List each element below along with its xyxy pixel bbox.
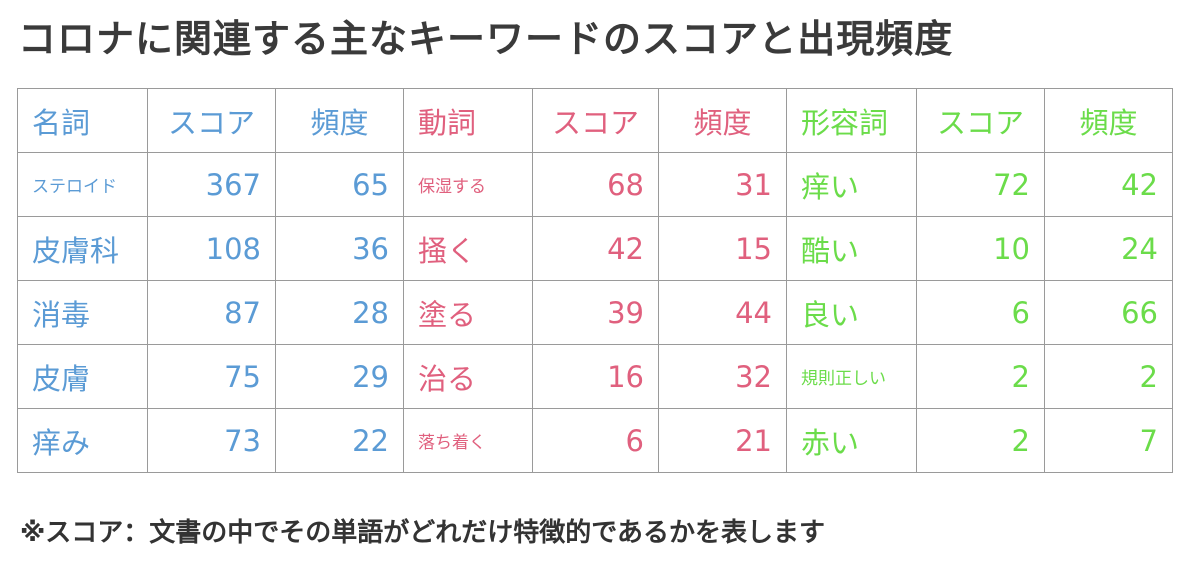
keyword-cell: 酷い	[786, 216, 917, 281]
keyword-cell: 赤い	[786, 408, 917, 473]
column-header: 形容詞	[786, 88, 917, 153]
keyword-cell: 良い	[786, 280, 917, 345]
score-cell: 367	[147, 152, 276, 217]
column-header: 頻度	[275, 88, 404, 153]
keyword-table: 名詞 スコア 頻度 動詞 スコア 頻度 形容詞 スコア 頻度 ステロイド 367 65 保湿する 68 31…	[17, 88, 1173, 473]
frequency-cell: 2	[1044, 344, 1173, 409]
keyword-cell: 規則正しい	[786, 344, 917, 409]
score-cell: 2	[916, 408, 1045, 473]
keyword-cell: 皮膚	[17, 344, 148, 409]
column-header: スコア	[532, 88, 659, 153]
score-cell: 72	[916, 152, 1045, 217]
table-row: 消毒 87 28 塗る 39 44 良い 6 66	[17, 280, 1173, 345]
keyword-cell: 落ち着く	[403, 408, 533, 473]
column-header: 頻度	[1044, 88, 1173, 153]
frequency-cell: 22	[275, 408, 404, 473]
keyword-cell: 痒い	[786, 152, 917, 217]
score-cell: 10	[916, 216, 1045, 281]
table-row: 痒み 73 22 落ち着く 6 21 赤い 2 7	[17, 408, 1173, 473]
frequency-cell: 65	[275, 152, 404, 217]
frequency-cell: 7	[1044, 408, 1173, 473]
score-cell: 108	[147, 216, 276, 281]
frequency-cell: 15	[658, 216, 787, 281]
score-cell: 16	[532, 344, 659, 409]
keyword-cell: 消毒	[17, 280, 148, 345]
score-cell: 73	[147, 408, 276, 473]
frequency-cell: 32	[658, 344, 787, 409]
score-cell: 68	[532, 152, 659, 217]
score-cell: 42	[532, 216, 659, 281]
frequency-cell: 44	[658, 280, 787, 345]
keyword-cell: 塗る	[403, 280, 533, 345]
score-cell: 6	[916, 280, 1045, 345]
page-title: コロナに関連する主なキーワードのスコアと出現頻度	[18, 17, 954, 61]
header-row: 名詞 スコア 頻度 動詞 スコア 頻度 形容詞 スコア 頻度	[17, 88, 1173, 153]
table-row: 皮膚科 108 36 掻く 42 15 酷い 10 24	[17, 216, 1173, 281]
column-header: 動詞	[403, 88, 533, 153]
footnote: ※スコア：文書の中でその単語がどれだけ特徴的であるかを表します	[20, 518, 826, 548]
keyword-table-body: 名詞 スコア 頻度 動詞 スコア 頻度 形容詞 スコア 頻度 ステロイド 367 65 保湿する 68 31…	[17, 88, 1173, 473]
table-row: ステロイド 367 65 保湿する 68 31 痒い 72 42	[17, 152, 1173, 217]
column-header: スコア	[147, 88, 276, 153]
keyword-cell: 痒み	[17, 408, 148, 473]
score-cell: 2	[916, 344, 1045, 409]
keyword-cell: ステロイド	[17, 152, 148, 217]
frequency-cell: 21	[658, 408, 787, 473]
column-header: スコア	[916, 88, 1045, 153]
frequency-cell: 28	[275, 280, 404, 345]
frequency-cell: 31	[658, 152, 787, 217]
frequency-cell: 29	[275, 344, 404, 409]
keyword-cell: 掻く	[403, 216, 533, 281]
score-cell: 75	[147, 344, 276, 409]
frequency-cell: 42	[1044, 152, 1173, 217]
keyword-cell: 治る	[403, 344, 533, 409]
frequency-cell: 66	[1044, 280, 1173, 345]
table-row: 皮膚 75 29 治る 16 32 規則正しい 2 2	[17, 344, 1173, 409]
score-cell: 39	[532, 280, 659, 345]
keyword-cell: 皮膚科	[17, 216, 148, 281]
keyword-cell: 保湿する	[403, 152, 533, 217]
column-header: 名詞	[17, 88, 148, 153]
frequency-cell: 24	[1044, 216, 1173, 281]
score-cell: 87	[147, 280, 276, 345]
frequency-cell: 36	[275, 216, 404, 281]
column-header: 頻度	[658, 88, 787, 153]
score-cell: 6	[532, 408, 659, 473]
